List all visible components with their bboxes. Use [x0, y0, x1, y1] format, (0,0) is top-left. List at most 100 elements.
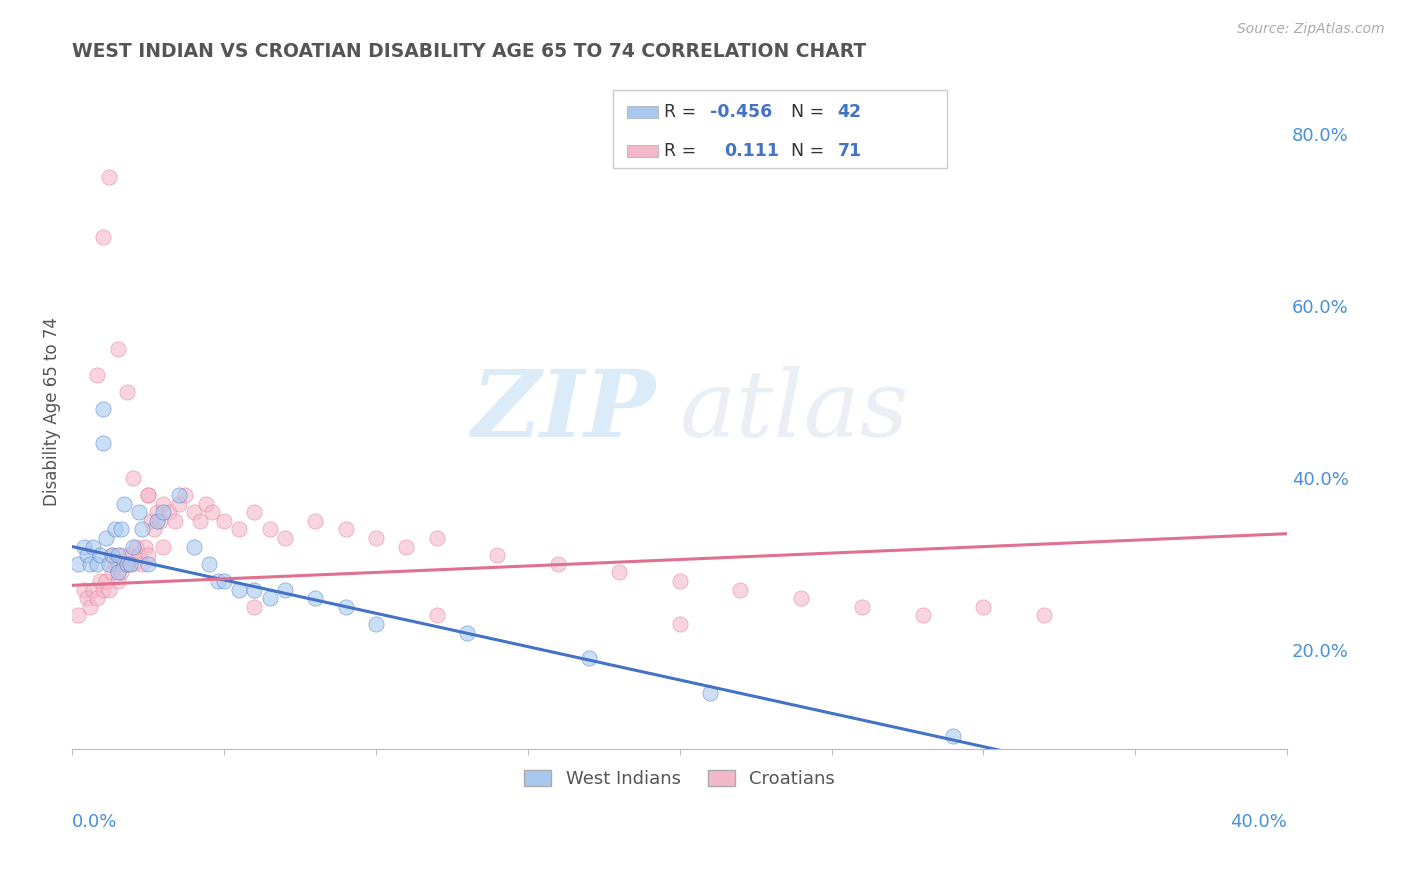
- Point: [112, 497, 135, 511]
- Point: [201, 505, 224, 519]
- Point: [100, 548, 122, 562]
- Point: [730, 582, 752, 597]
- Point: [89, 574, 111, 588]
- Point: [76, 591, 98, 606]
- Point: [304, 514, 326, 528]
- Point: [146, 514, 169, 528]
- Point: [167, 497, 190, 511]
- Point: [243, 599, 266, 614]
- Point: [1033, 608, 1056, 623]
- Point: [911, 608, 934, 623]
- Point: [212, 514, 235, 528]
- Point: [259, 522, 281, 536]
- Point: [486, 548, 509, 562]
- Text: R =: R =: [664, 103, 702, 121]
- Point: [243, 505, 266, 519]
- Point: [94, 574, 117, 588]
- Text: N =: N =: [792, 103, 830, 121]
- Point: [128, 505, 150, 519]
- Bar: [613, 90, 946, 168]
- Point: [86, 557, 108, 571]
- Y-axis label: Disability Age 65 to 74: Disability Age 65 to 74: [44, 317, 60, 506]
- Point: [131, 557, 153, 571]
- Point: [335, 522, 357, 536]
- Text: R =: R =: [664, 142, 702, 160]
- Point: [152, 497, 174, 511]
- Point: [131, 522, 153, 536]
- Point: [183, 505, 205, 519]
- Point: [79, 557, 101, 571]
- Point: [107, 342, 129, 356]
- Point: [107, 574, 129, 588]
- Point: [107, 548, 129, 562]
- Point: [194, 497, 217, 511]
- Point: [188, 514, 211, 528]
- Point: [107, 557, 129, 571]
- Point: [73, 540, 96, 554]
- Point: [136, 488, 159, 502]
- Point: [143, 522, 166, 536]
- Point: [426, 608, 449, 623]
- Point: [112, 557, 135, 571]
- Point: [115, 557, 138, 571]
- Legend: West Indians, Croatians: West Indians, Croatians: [515, 761, 844, 797]
- Point: [207, 574, 229, 588]
- Point: [335, 599, 357, 614]
- Point: [304, 591, 326, 606]
- Point: [97, 557, 120, 571]
- Text: N =: N =: [792, 142, 830, 160]
- Point: [67, 608, 90, 623]
- Point: [141, 514, 163, 528]
- Point: [668, 574, 690, 588]
- Point: [607, 566, 630, 580]
- Point: [104, 557, 127, 571]
- Point: [100, 566, 122, 580]
- Text: atlas: atlas: [679, 366, 910, 456]
- Point: [128, 548, 150, 562]
- Point: [97, 582, 120, 597]
- Point: [125, 540, 148, 554]
- Point: [100, 548, 122, 562]
- Point: [699, 686, 721, 700]
- Point: [107, 566, 129, 580]
- Point: [790, 591, 813, 606]
- Point: [198, 557, 221, 571]
- Point: [118, 548, 141, 562]
- Text: Source: ZipAtlas.com: Source: ZipAtlas.com: [1237, 22, 1385, 37]
- Point: [79, 599, 101, 614]
- Text: -0.456: -0.456: [710, 103, 772, 121]
- Point: [152, 540, 174, 554]
- Point: [76, 548, 98, 562]
- Point: [972, 599, 994, 614]
- Point: [851, 599, 873, 614]
- Point: [94, 531, 117, 545]
- Point: [89, 548, 111, 562]
- Point: [274, 531, 297, 545]
- Point: [228, 582, 250, 597]
- Point: [152, 505, 174, 519]
- Point: [149, 514, 172, 528]
- Point: [110, 548, 132, 562]
- Point: [456, 625, 478, 640]
- Point: [73, 582, 96, 597]
- Point: [82, 540, 104, 554]
- Point: [547, 557, 569, 571]
- Point: [86, 368, 108, 382]
- Point: [274, 582, 297, 597]
- Point: [136, 548, 159, 562]
- Text: 42: 42: [838, 103, 862, 121]
- Point: [259, 591, 281, 606]
- Point: [86, 591, 108, 606]
- Point: [91, 436, 114, 450]
- Point: [91, 401, 114, 416]
- Point: [165, 514, 187, 528]
- Point: [122, 471, 145, 485]
- Point: [122, 557, 145, 571]
- Point: [97, 169, 120, 184]
- Point: [91, 582, 114, 597]
- Point: [1185, 806, 1208, 821]
- Point: [110, 522, 132, 536]
- Point: [364, 531, 387, 545]
- Point: [136, 488, 159, 502]
- Point: [122, 540, 145, 554]
